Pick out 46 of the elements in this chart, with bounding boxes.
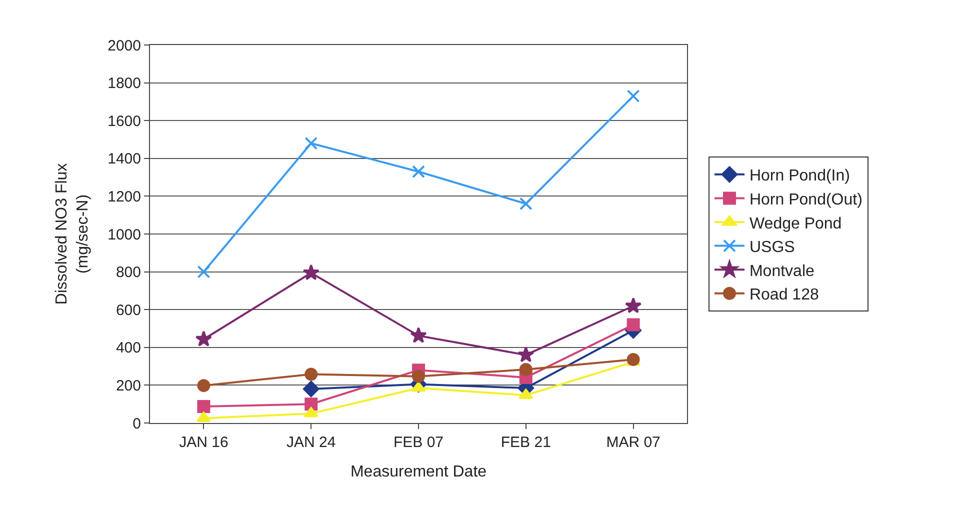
- point: [196, 412, 212, 422]
- y-tick-label: 1200: [108, 188, 141, 206]
- point: [304, 368, 318, 381]
- y-tick-label: 1600: [108, 112, 141, 130]
- point: [518, 388, 534, 399]
- legend-label: Wedge Pond: [749, 215, 842, 232]
- x-tick-label: MAR 07: [606, 434, 660, 451]
- y-tick-label: 800: [116, 264, 141, 282]
- point: [410, 326, 427, 343]
- y-tick-label: 1000: [108, 226, 141, 244]
- legend-label: Horn Pond(Out): [749, 191, 862, 208]
- y-tick-label: 1400: [108, 150, 141, 168]
- y-tick-label: 600: [116, 302, 141, 319]
- point: [519, 197, 532, 210]
- point: [518, 346, 534, 362]
- point: [197, 379, 210, 392]
- point: [412, 370, 425, 383]
- point: [304, 398, 318, 411]
- legend-label: Horn Pond(In): [749, 168, 850, 185]
- point: [302, 264, 320, 280]
- point: [519, 363, 532, 376]
- x-tick-label: FEB 07: [393, 434, 444, 451]
- legend-label: Montvale: [749, 262, 815, 280]
- y-tick-label: 0: [132, 415, 141, 432]
- point: [304, 407, 318, 418]
- point: [411, 382, 426, 392]
- y-tick-label: 2000: [108, 37, 141, 54]
- legend-label: Road 128: [749, 286, 819, 304]
- point: [304, 136, 318, 150]
- point: [197, 265, 210, 278]
- y-tick-label: 1800: [108, 75, 141, 92]
- y-tick-label: 200: [116, 377, 141, 394]
- y-tick-label: 400: [116, 340, 141, 357]
- point: [302, 380, 320, 398]
- legend-label: USGS: [749, 239, 795, 256]
- point: [195, 330, 212, 346]
- x-tick-label: JAN 24: [286, 434, 336, 451]
- point: [626, 90, 640, 103]
- x-tick-label: JAN 16: [179, 434, 228, 451]
- y-axis-title: Dissolved NO3 Flux (mg/sec-N): [54, 163, 92, 305]
- point: [412, 165, 425, 178]
- x-tick-label: FEB 21: [500, 434, 551, 451]
- point: [624, 297, 642, 314]
- point: [626, 318, 640, 332]
- point: [197, 400, 210, 414]
- x-axis-title: Measurement Date: [350, 464, 487, 481]
